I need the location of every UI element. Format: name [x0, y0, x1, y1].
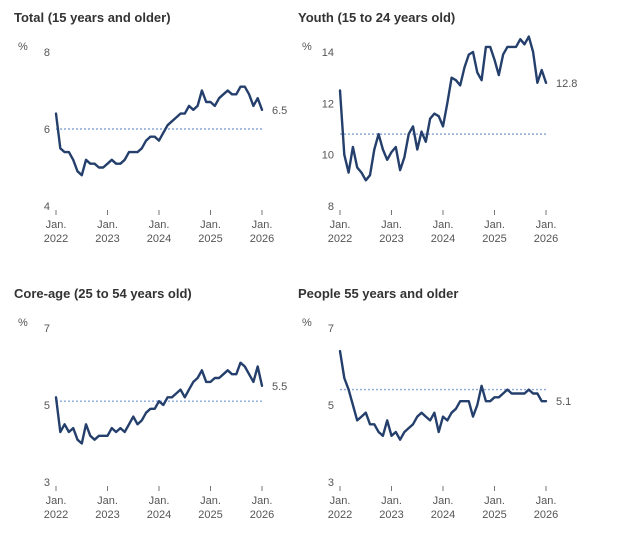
- x-tick-year: 2026: [534, 233, 558, 245]
- x-tick-year: 2023: [95, 509, 119, 521]
- chart-panel-55-plus: People 55 years and older % 3 5 7 Jan. 2022 Ja…: [298, 286, 598, 546]
- x-tick-year: 2023: [379, 233, 403, 245]
- y-axis-label: %: [18, 41, 28, 53]
- x-tick-year: 2024: [147, 233, 171, 245]
- chart-svg: % 8 10 12 14 Jan. 2022 Jan. 2023 Jan. 2024 Jan. 2025…: [302, 35, 577, 245]
- y-tick-label: 10: [322, 150, 334, 162]
- x-tick-month: Jan.: [46, 495, 67, 507]
- end-value-label: 12.8: [556, 78, 577, 90]
- y-axis-label: %: [302, 317, 312, 329]
- y-tick-label: 4: [44, 201, 50, 213]
- x-tick-year: 2026: [534, 509, 558, 521]
- x-tick-year: 2024: [431, 233, 455, 245]
- x-tick-month: Jan.: [433, 219, 454, 231]
- x-tick-month: Jan.: [381, 219, 402, 231]
- chart-title: Total (15 years and older): [14, 10, 171, 25]
- y-tick-label: 8: [328, 201, 334, 213]
- x-tick-month: Jan.: [200, 495, 221, 507]
- y-axis-label: %: [18, 317, 28, 329]
- x-tick-month: Jan.: [536, 219, 557, 231]
- x-tick-month: Jan.: [330, 219, 351, 231]
- y-tick-label: 3: [328, 477, 334, 489]
- end-value-label: 5.1: [556, 396, 571, 408]
- x-tick-month: Jan.: [536, 495, 557, 507]
- series-line: [54, 85, 264, 177]
- chart-panel-youth: Youth (15 to 24 years old) % 8 10 12 14 Jan. 2…: [298, 10, 598, 270]
- y-tick-label: 8: [44, 47, 50, 59]
- x-tick-month: Jan.: [252, 495, 273, 507]
- series-line: [338, 35, 548, 182]
- x-tick-year: 2024: [431, 509, 455, 521]
- x-tick-year: 2022: [328, 509, 352, 521]
- y-tick-label: 6: [44, 124, 50, 136]
- x-tick-month: Jan.: [433, 495, 454, 507]
- chart-panel-core-age: Core-age (25 to 54 years old) % 3 5 7 Jan. 20…: [14, 286, 314, 546]
- chart-title: Core-age (25 to 54 years old): [14, 286, 192, 301]
- x-tick-year: 2022: [328, 233, 352, 245]
- y-tick-label: 14: [322, 47, 334, 59]
- x-tick-month: Jan.: [484, 219, 505, 231]
- x-tick-year: 2024: [147, 509, 171, 521]
- chart-panel-total: Total (15 years and older) % 4 6 8 Jan. 2022 J…: [14, 10, 314, 270]
- x-tick-year: 2022: [44, 233, 68, 245]
- x-tick-year: 2025: [482, 509, 506, 521]
- x-tick-year: 2025: [198, 233, 222, 245]
- x-tick-year: 2026: [250, 233, 274, 245]
- y-tick-label: 7: [328, 323, 334, 335]
- x-tick-month: Jan.: [252, 219, 273, 231]
- x-tick-year: 2023: [379, 509, 403, 521]
- x-tick-year: 2025: [482, 233, 506, 245]
- chart-svg: % 3 5 7 Jan. 2022 Jan. 2023 Jan. 2024 Jan. 2025 Jan.…: [18, 317, 287, 521]
- x-tick-month: Jan.: [330, 495, 351, 507]
- x-tick-month: Jan.: [484, 495, 505, 507]
- x-tick-month: Jan.: [149, 495, 170, 507]
- series-line: [54, 361, 264, 445]
- series-line: [338, 349, 548, 441]
- y-tick-label: 5: [328, 400, 334, 412]
- y-tick-label: 3: [44, 477, 50, 489]
- x-tick-month: Jan.: [46, 219, 67, 231]
- x-tick-month: Jan.: [381, 495, 402, 507]
- x-tick-month: Jan.: [97, 495, 118, 507]
- y-axis-label: %: [302, 41, 312, 53]
- chart-title: Youth (15 to 24 years old): [298, 10, 456, 25]
- y-tick-label: 5: [44, 400, 50, 412]
- y-tick-label: 12: [322, 98, 334, 110]
- chart-svg: % 4 6 8 Jan. 2022 Jan. 2023 Jan. 2024 Jan. 2025 Jan.…: [18, 41, 287, 245]
- x-tick-month: Jan.: [200, 219, 221, 231]
- chart-svg: % 3 5 7 Jan. 2022 Jan. 2023 Jan. 2024 Jan. 2025 Jan.…: [302, 317, 571, 521]
- x-tick-year: 2025: [198, 509, 222, 521]
- chart-title: People 55 years and older: [298, 286, 459, 301]
- x-tick-year: 2023: [95, 233, 119, 245]
- end-value-label: 5.5: [272, 381, 287, 393]
- x-tick-month: Jan.: [97, 219, 118, 231]
- x-tick-year: 2022: [44, 509, 68, 521]
- y-tick-label: 7: [44, 323, 50, 335]
- end-value-label: 6.5: [272, 105, 287, 117]
- x-tick-month: Jan.: [149, 219, 170, 231]
- x-tick-year: 2026: [250, 509, 274, 521]
